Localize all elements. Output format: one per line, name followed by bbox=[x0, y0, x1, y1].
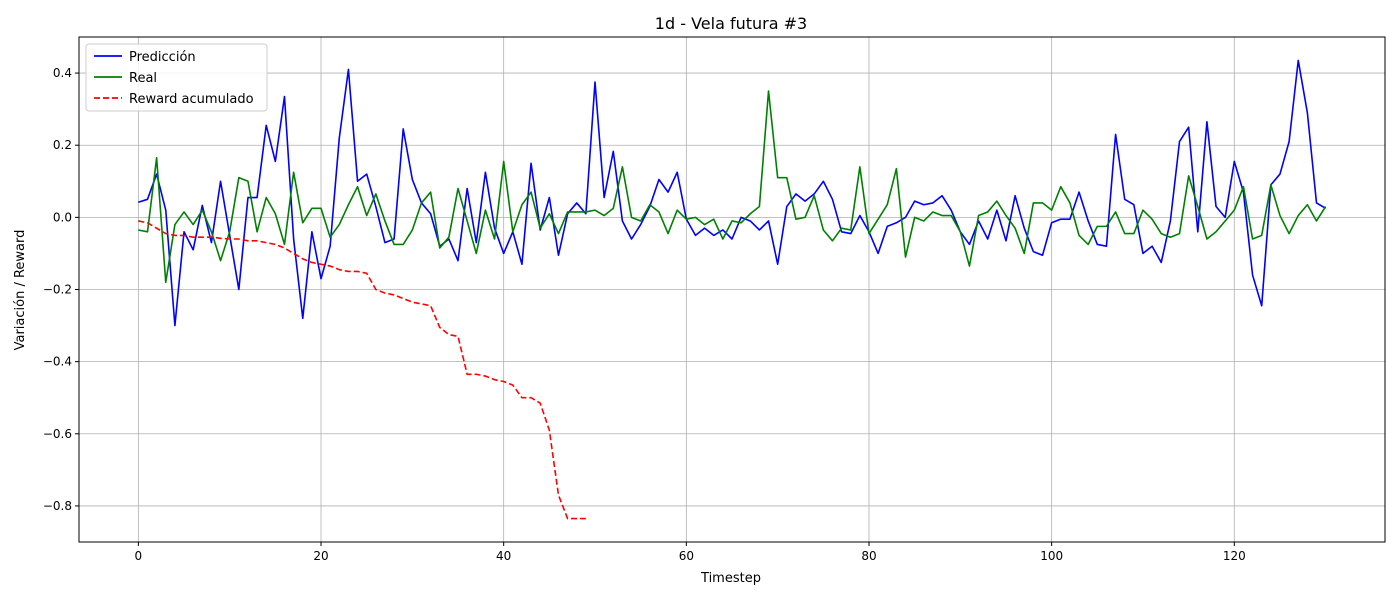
x-tick-label: 100 bbox=[1040, 549, 1063, 563]
series-line-1 bbox=[138, 59, 1327, 327]
y-tick-label: 0.4 bbox=[53, 66, 72, 80]
chart-title: 1d - Vela futura #3 bbox=[655, 14, 807, 33]
y-tick-label: −0.6 bbox=[43, 427, 72, 441]
x-axis-label: Timestep bbox=[700, 571, 761, 586]
x-tick-label: 60 bbox=[679, 549, 694, 563]
legend-label: Real bbox=[129, 71, 157, 86]
legend-box bbox=[85, 43, 268, 112]
y-tick-label: −0.8 bbox=[43, 499, 72, 513]
x-tick-label: 40 bbox=[496, 549, 511, 563]
x-tick-label: 0 bbox=[135, 549, 143, 563]
legend-label: Predicción bbox=[129, 50, 196, 65]
y-tick-label: −0.2 bbox=[43, 283, 72, 297]
y-tick-label: −0.4 bbox=[43, 355, 72, 369]
x-tick-label: 120 bbox=[1223, 549, 1246, 563]
ticks: 0 20 40 60 80 100 120 −0.8 −0.6 −0.4 −0.2 0.0 0.2 0.4 bbox=[43, 66, 1246, 563]
grid bbox=[79, 37, 1385, 542]
y-tick-label: 0.0 bbox=[53, 210, 72, 224]
y-tick-label: 0.2 bbox=[53, 138, 72, 152]
legend: Predicción Real Reward acumulado bbox=[85, 43, 268, 112]
y-axis-label: Variación / Reward bbox=[13, 230, 28, 351]
plot-area: 0 20 40 60 80 100 120 −0.8 −0.6 −0.4 −0.2 0.0 0.2 0.4 bbox=[43, 36, 1386, 563]
legend-label: Reward acumulado bbox=[129, 92, 254, 107]
series-line-2 bbox=[138, 90, 1327, 284]
series-line-3 bbox=[138, 220, 586, 520]
x-tick-label: 20 bbox=[313, 549, 328, 563]
series-layer bbox=[138, 59, 1327, 520]
x-tick-label: 80 bbox=[861, 549, 876, 563]
